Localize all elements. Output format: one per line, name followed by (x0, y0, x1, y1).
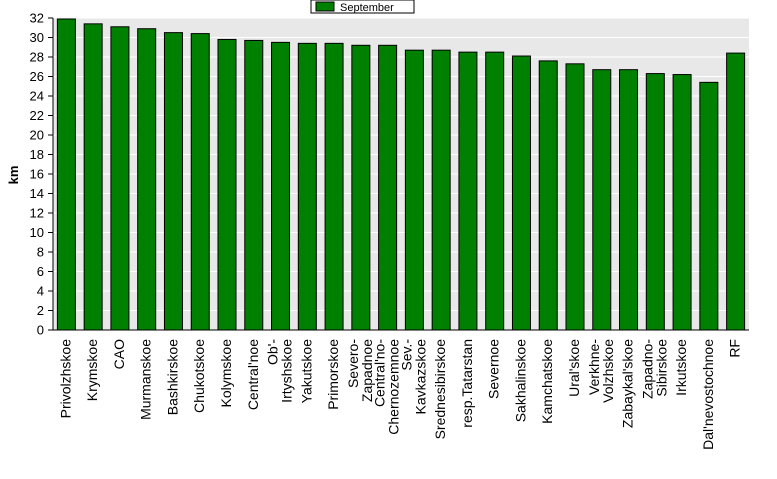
bar (163, 32, 183, 331)
bar (351, 44, 371, 331)
y-tick-label: 14 (30, 186, 44, 201)
axes (48, 17, 749, 331)
x-category-label: Kavkazskoe (412, 339, 428, 415)
y-tick-label: 32 (30, 11, 44, 26)
bar (645, 73, 665, 331)
y-tick-label: 2 (37, 303, 44, 318)
bar (458, 51, 478, 331)
x-category-label: Dal'nevostochnoe (700, 339, 716, 450)
x-category-label: Krymskoe (84, 339, 100, 401)
bar (485, 51, 505, 331)
y-tick-label: 0 (37, 323, 44, 338)
bar (431, 49, 451, 331)
x-category-label: Primorskoe (325, 339, 341, 410)
bar (83, 23, 103, 331)
x-category-label: Volzhskoe (600, 339, 616, 403)
legend-label: September (340, 2, 394, 14)
y-tick-label: 28 (30, 50, 44, 65)
x-category-label: Central'no- (372, 339, 388, 407)
x-category-label: Yakutskoe (298, 339, 314, 404)
y-tick-label: 16 (30, 167, 44, 182)
bar (190, 33, 210, 331)
x-category-label: Central'noe (245, 339, 261, 410)
y-tick-label: 8 (37, 245, 44, 260)
bar (538, 60, 558, 331)
y-tick-label: 30 (30, 30, 44, 45)
y-tick-label: 6 (37, 264, 44, 279)
y-tick-label: 22 (30, 108, 44, 123)
bar (672, 74, 692, 331)
bar (699, 81, 719, 331)
y-tick-label: 20 (30, 128, 44, 143)
bar (244, 39, 264, 331)
x-category-label: Ural'skoe (566, 339, 582, 397)
x-category-label: Sakhalinskoe (512, 339, 528, 422)
bar (378, 44, 398, 331)
legend-swatch (315, 1, 335, 12)
x-category-label: Srednesibirskoe (432, 339, 448, 440)
x-category-label: resp.Tatarstan (459, 339, 475, 428)
x-category-label: Verkhne- (586, 339, 602, 395)
legend: September (310, 0, 415, 14)
bar (271, 41, 291, 331)
bar (137, 28, 157, 331)
x-category-label: RF (727, 339, 743, 358)
x-category-label: Zapadnoe (359, 339, 375, 402)
bar (592, 69, 612, 331)
x-category-label: Zapadno- (639, 339, 655, 399)
x-category-label: Zabaykal'skoe (620, 339, 636, 428)
x-category-label: Sibirskoe (653, 339, 669, 397)
x-category-label: Sev.- (398, 339, 414, 371)
bar (297, 42, 317, 331)
x-category-label: Murmanskoe (138, 339, 154, 420)
bar (324, 42, 344, 331)
bar (511, 55, 531, 331)
x-category-label: Severnoe (486, 339, 502, 399)
bars (56, 18, 746, 331)
y-tick-label: 12 (30, 206, 44, 221)
x-category-label: Irtyshskoe (279, 339, 295, 403)
y-tick-label: 10 (30, 225, 44, 240)
bar (217, 38, 237, 331)
y-tick-label: 18 (30, 147, 44, 162)
bar (404, 49, 424, 331)
x-category-label: Chukotskoe (191, 339, 207, 413)
bar (619, 69, 639, 331)
x-category-label: CAO (111, 339, 127, 369)
bar (565, 63, 585, 331)
x-category-label: Chernozemnoe (386, 339, 402, 435)
x-category-label: Severo- (345, 339, 361, 388)
y-tick-label: 26 (30, 69, 44, 84)
y-tick-label: 4 (37, 284, 44, 299)
bar (56, 18, 76, 331)
y-axis-title: km (6, 166, 21, 185)
x-category-label: Ob'- (265, 339, 281, 365)
x-category-label: Privolzhskoe (57, 339, 73, 419)
x-category-labels: Privolzhskoe Krymskoe CAO Murmanskoe Bashkir… (57, 339, 742, 450)
legend-box (310, 0, 415, 14)
x-category-label: Kamchatskoe (539, 339, 555, 424)
x-category-label: Kolymskoe (218, 339, 234, 408)
y-tick-label: 24 (30, 89, 44, 104)
x-category-label: Bashkirskoe (164, 339, 180, 415)
bar (726, 52, 746, 331)
bar (110, 26, 130, 331)
x-category-label: Irkutskoe (673, 339, 689, 396)
